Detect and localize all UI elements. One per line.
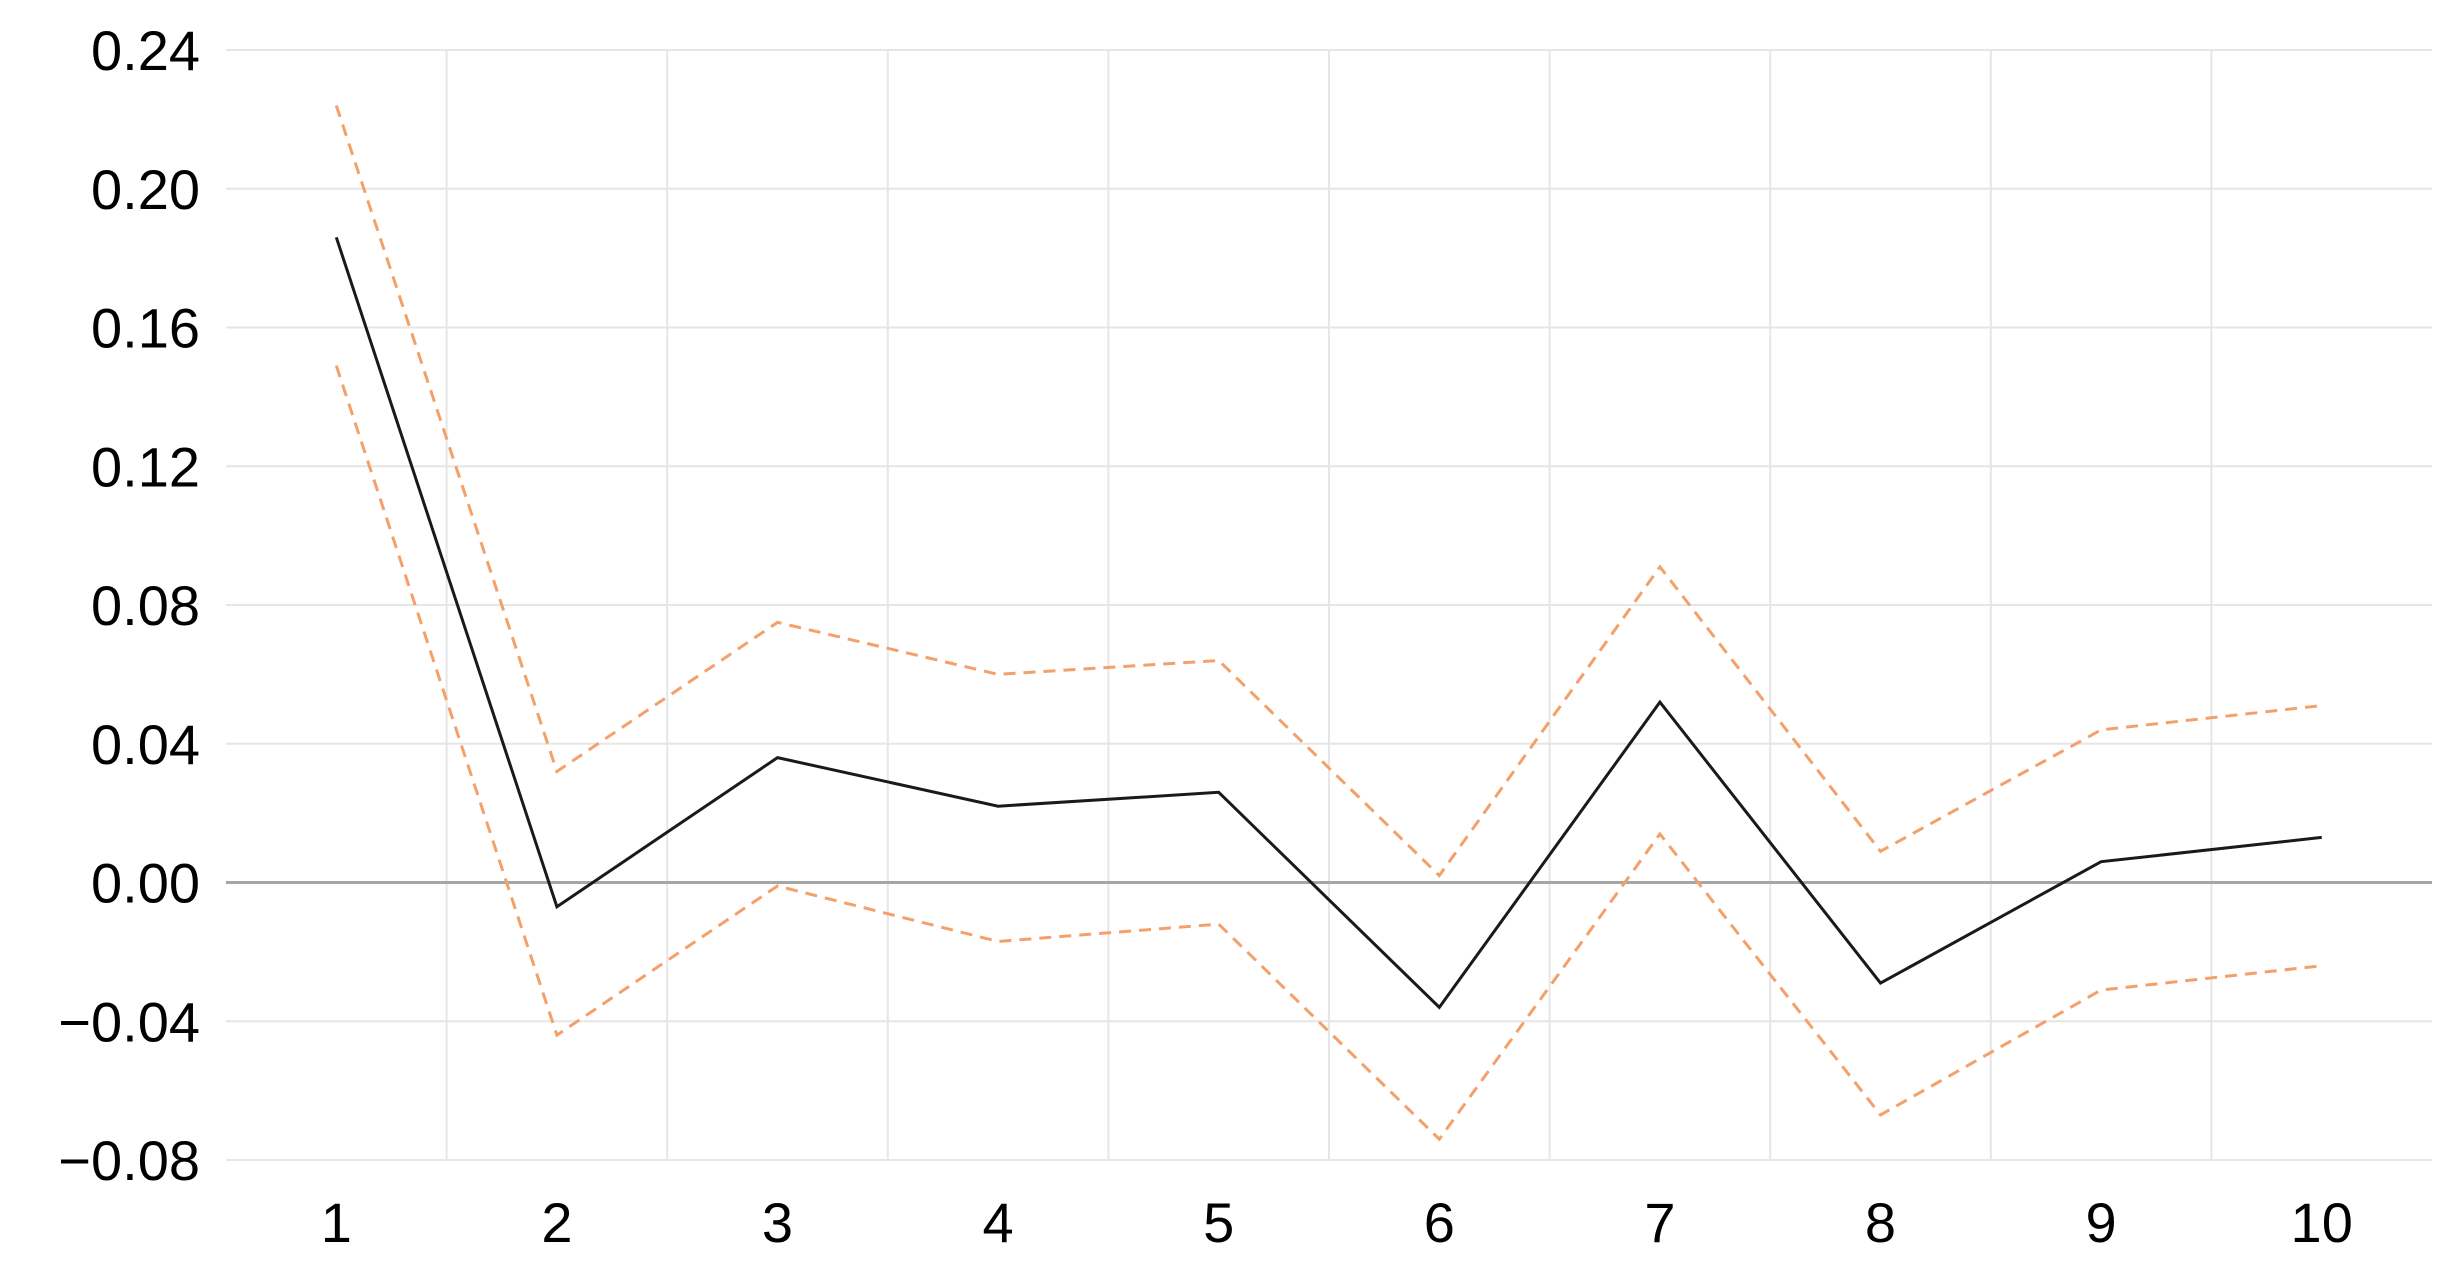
- series-lines: [334, 105, 2322, 1142]
- y-tick-label: 0.12: [91, 435, 200, 498]
- y-tick-label: 0.20: [91, 158, 200, 221]
- x-tick-label: 3: [762, 1191, 793, 1254]
- series-line-lower-bound: [334, 365, 2322, 1142]
- y-tick-label: 0.04: [91, 713, 200, 776]
- x-tick-label: 9: [2086, 1191, 2117, 1254]
- x-tick-label: 4: [983, 1191, 1014, 1254]
- y-tick-label: −0.08: [58, 1129, 200, 1192]
- series-line-estimate: [334, 236, 2322, 1010]
- x-tick-label: 1: [321, 1191, 352, 1254]
- x-tick-label: 8: [1865, 1191, 1896, 1254]
- x-tick-label: 10: [2291, 1191, 2353, 1254]
- y-tick-label: 0.16: [91, 297, 200, 360]
- x-tick-label: 7: [1644, 1191, 1675, 1254]
- y-tick-label: 0.00: [91, 852, 200, 915]
- y-axis-tick-labels: −0.08 −0.04 0.00 0.04 0.08 0.12 0.16 0.20 0.24: [58, 19, 200, 1192]
- series-line-upper-bound: [334, 105, 2322, 878]
- y-tick-label: 0.08: [91, 574, 200, 637]
- y-tick-label: 0.24: [91, 19, 200, 82]
- x-axis-tick-labels: 1 2 3 4 5 6 7 8 9 10: [321, 1191, 2353, 1254]
- x-tick-label: 5: [1203, 1191, 1234, 1254]
- x-tick-label: 6: [1424, 1191, 1455, 1254]
- gridlines: [226, 49, 2432, 1161]
- x-tick-label: 2: [541, 1191, 572, 1254]
- y-tick-label: −0.04: [58, 990, 200, 1053]
